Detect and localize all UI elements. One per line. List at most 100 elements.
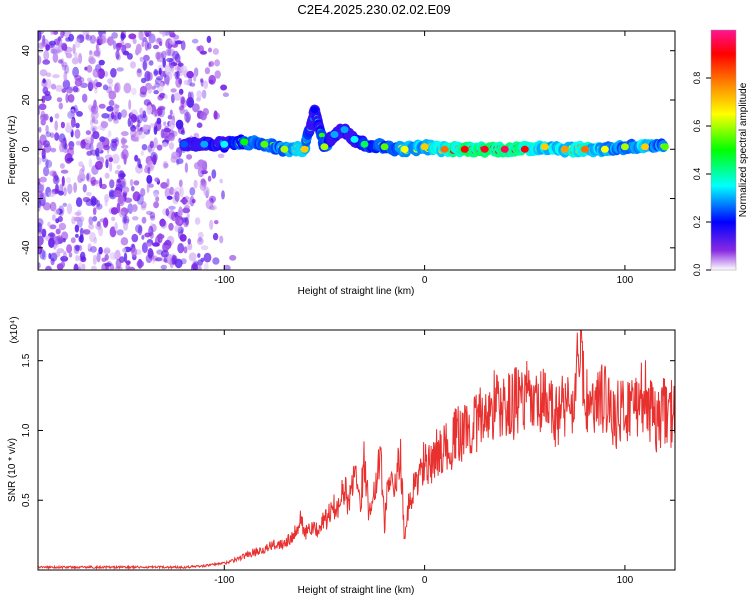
- noise-blob: [191, 38, 199, 44]
- noise-blob: [155, 196, 160, 202]
- snr-line: [38, 330, 675, 570]
- noise-blob: [91, 265, 97, 270]
- band-point: [520, 145, 529, 153]
- noise-blob: [131, 233, 139, 243]
- noise-blob: [156, 37, 162, 43]
- band-point: [280, 145, 289, 153]
- noise-blob: [109, 179, 115, 189]
- noise-blob: [165, 71, 173, 81]
- noise-blob: [209, 219, 214, 230]
- noise-blob: [206, 35, 212, 44]
- noise-blob: [124, 42, 132, 49]
- noise-blob: [42, 250, 47, 261]
- band-point: [540, 143, 549, 151]
- noise-blob: [219, 178, 223, 184]
- noise-blob: [98, 59, 105, 66]
- spectrogram-x-axis-label: Height of straight line (km): [298, 286, 415, 297]
- noise-blob: [40, 118, 46, 126]
- noise-blob: [90, 134, 94, 145]
- noise-blob: [85, 34, 92, 41]
- noise-blob: [72, 43, 76, 55]
- noise-blob: [76, 111, 83, 117]
- noise-blob: [183, 79, 191, 85]
- noise-blob: [90, 103, 99, 115]
- noise-blob: [133, 180, 140, 186]
- noise-blob: [73, 104, 78, 114]
- noise-blob: [196, 122, 203, 128]
- noise-blob: [41, 228, 47, 238]
- noise-blob: [114, 82, 121, 93]
- noise-blob: [112, 114, 117, 121]
- noise-blob: [56, 36, 63, 47]
- noise-blob: [108, 157, 114, 163]
- x-tick-label: 0: [422, 575, 428, 586]
- band-core: [318, 132, 325, 138]
- noise-blob: [58, 190, 64, 196]
- noise-blob: [141, 216, 147, 224]
- noise-blob: [109, 252, 118, 260]
- noise-blob: [68, 252, 73, 258]
- noise-blob: [59, 163, 65, 169]
- noise-blob: [208, 79, 214, 85]
- noise-blob: [55, 228, 61, 235]
- noise-blob: [70, 109, 75, 118]
- noise-blob: [92, 68, 100, 78]
- noise-blob: [93, 50, 101, 57]
- y-tick-label: -20: [21, 191, 32, 206]
- band-point: [661, 143, 669, 151]
- noise-blob: [178, 88, 184, 95]
- noise-blob: [73, 182, 77, 193]
- snr-x-ticks: -100 0 100: [214, 330, 634, 586]
- noise-blob: [187, 91, 192, 101]
- noise-blob: [100, 121, 109, 129]
- noise-blob: [139, 85, 148, 95]
- noise-blob: [42, 78, 46, 84]
- noise-blob: [119, 180, 126, 188]
- noise-blob: [179, 186, 184, 198]
- noise-blob: [58, 222, 67, 231]
- noise-blob: [140, 201, 147, 209]
- noise-blob: [45, 131, 52, 138]
- noise-blob: [74, 78, 82, 87]
- noise-blob: [168, 134, 175, 142]
- noise-blob: [208, 47, 212, 53]
- noise-blob: [120, 38, 124, 48]
- noise-blob: [60, 184, 67, 192]
- noise-blob: [138, 163, 143, 169]
- noise-blob: [122, 186, 130, 194]
- noise-blob: [95, 222, 102, 230]
- noise-blob: [89, 143, 94, 152]
- noise-blob: [127, 266, 136, 270]
- noise-blob: [54, 113, 60, 119]
- noise-blob: [212, 257, 220, 265]
- noise-blob: [74, 224, 80, 233]
- noise-blob: [59, 142, 64, 153]
- noise-blob: [104, 71, 109, 78]
- noise-blob: [152, 154, 157, 166]
- noise-blob: [72, 85, 79, 93]
- noise-blob: [156, 107, 163, 116]
- noise-blob: [186, 213, 190, 220]
- noise-blob: [149, 140, 154, 149]
- noise-blob: [200, 50, 207, 55]
- noise-blob: [174, 40, 183, 45]
- y-tick-label: -40: [21, 240, 32, 255]
- noise-blob: [80, 82, 88, 89]
- x-tick-label: -100: [214, 275, 234, 286]
- noise-blob: [127, 203, 134, 215]
- noise-blob: [160, 220, 167, 229]
- noise-blob: [130, 114, 137, 123]
- noise-blob: [176, 70, 180, 79]
- noise-blob: [38, 247, 41, 253]
- noise-blob: [120, 151, 125, 160]
- noise-blob: [184, 216, 189, 226]
- noise-blob: [213, 110, 218, 120]
- noise-blob: [75, 122, 80, 129]
- noise-blob: [141, 242, 148, 254]
- noise-blob: [38, 222, 43, 233]
- noise-blob: [152, 255, 158, 262]
- noise-blob: [73, 52, 78, 57]
- noise-blob: [159, 92, 166, 99]
- noise-blob: [114, 222, 118, 231]
